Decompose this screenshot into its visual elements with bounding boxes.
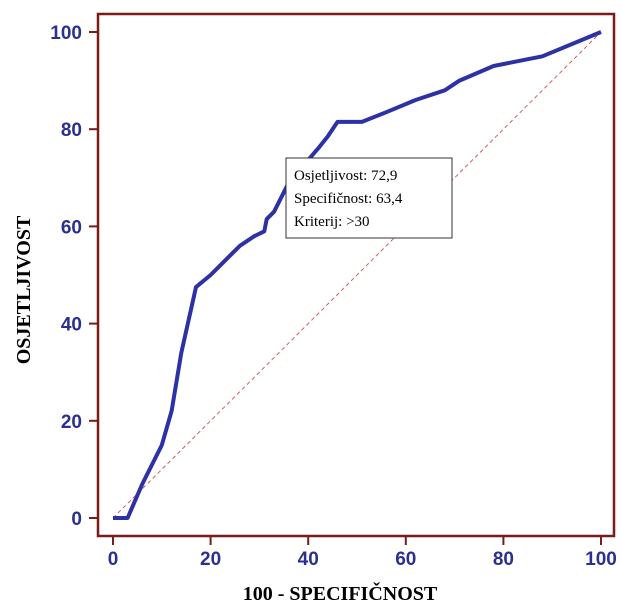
x-tick-label: 0 xyxy=(108,549,119,570)
x-axis-ticks: 0 20 40 60 80 100 xyxy=(108,536,617,570)
y-tick-label: 100 xyxy=(50,23,82,44)
annotation-sensitivity: Osjetljivost: 72,9 xyxy=(294,168,397,184)
y-tick-label: 80 xyxy=(61,120,82,141)
x-axis-title: 100 - SPECIFIČNOST xyxy=(243,581,438,605)
x-tick-label: 80 xyxy=(493,549,514,570)
y-axis-title: OSJETLJIVOST xyxy=(13,215,35,364)
reference-diagonal xyxy=(112,31,602,519)
x-tick-label: 100 xyxy=(585,549,617,570)
y-axis-ticks: 0 20 40 60 80 100 xyxy=(50,23,98,530)
annotation-criterion: Kriterij: >30 xyxy=(294,214,370,230)
annotation-box: Osjetljivost: 72,9 Specifičnost: 63,4 Kr… xyxy=(285,157,453,239)
plot-frame xyxy=(96,12,616,538)
roc-curve xyxy=(113,30,602,520)
y-tick-label: 20 xyxy=(61,412,82,433)
x-tick-label: 40 xyxy=(298,549,319,570)
x-tick-label: 20 xyxy=(200,549,221,570)
y-tick-label: 60 xyxy=(61,217,82,238)
annotation-specificity: Specifičnost: 63,4 xyxy=(294,191,403,207)
plot-background xyxy=(98,14,614,536)
x-tick-label: 60 xyxy=(395,549,416,570)
y-tick-label: 40 xyxy=(61,315,82,336)
y-tick-label: 0 xyxy=(71,509,82,530)
